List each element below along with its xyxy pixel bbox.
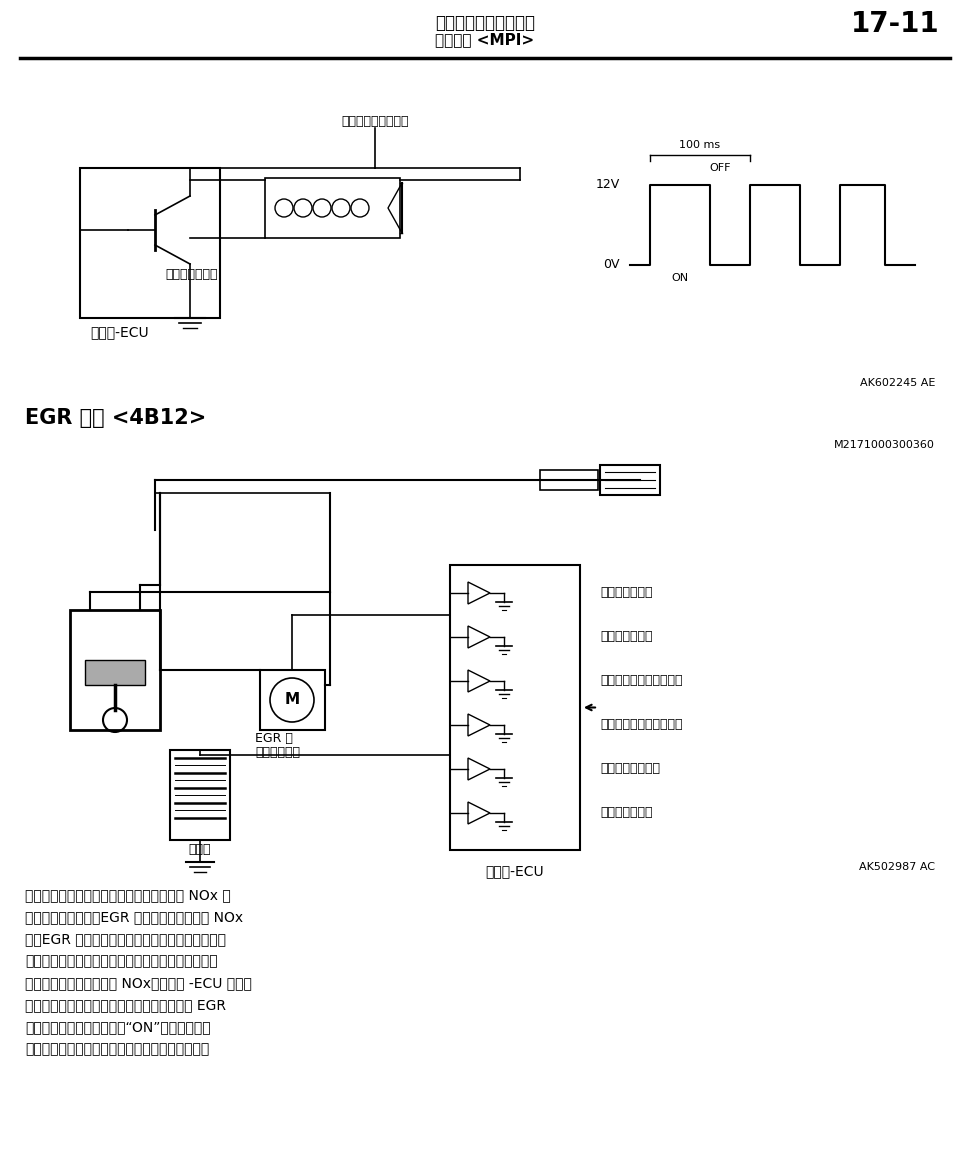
Text: 发动机和排放控制系统: 发动机和排放控制系统 — [434, 14, 535, 32]
Text: 发动机冷却液温度传感器: 发动机冷却液温度传感器 — [600, 719, 682, 732]
Text: 燃烧气体温度较高时，会对环境造成污染的 NOx 的: 燃烧气体温度较高时，会对环境造成污染的 NOx 的 — [25, 888, 231, 902]
Bar — [600, 465, 659, 495]
Text: 发动机-ECU: 发动机-ECU — [485, 864, 544, 878]
Text: EGR 阀: EGR 阀 — [255, 732, 293, 745]
Text: 产生也会迅速增加。EGR 系统用于降低生成的 NOx: 产生也会迅速增加。EGR 系统用于降低生成的 NOx — [25, 910, 243, 924]
Text: 动机工况计算排气再循环的引入量并优化控制 EGR: 动机工况计算排气再循环的引入量并优化控制 EGR — [25, 998, 226, 1011]
Text: （步进电机）: （步进电机） — [255, 746, 299, 759]
Text: 节气门位置传感器: 节气门位置传感器 — [600, 763, 659, 775]
Bar — [450, 564, 579, 850]
Text: ON: ON — [671, 273, 688, 283]
Bar — [260, 670, 325, 730]
Text: 17-11: 17-11 — [851, 10, 939, 38]
Text: 量。EGR 系统使进气歧管内部的排气进行再循环。: 量。EGR 系统使进气歧管内部的排气进行再循环。 — [25, 932, 226, 946]
Text: AK502987 AC: AK502987 AC — [859, 862, 934, 872]
Bar — [79, 168, 220, 318]
Text: OFF: OFF — [708, 162, 730, 173]
Text: 进气歧管绝对压力传感器: 进气歧管绝对压力传感器 — [600, 675, 682, 688]
Text: 它提高了燃烧气体的单位热量，减小降低燃烧温度的: 它提高了燃烧气体的单位热量，减小降低燃烧温度的 — [25, 954, 217, 968]
Text: 阀开度。此外，在点火开关“ON”信号输入后不: 阀开度。此外，在点火开关“ON”信号输入后不 — [25, 1020, 210, 1034]
Text: 空气流量传感器: 空气流量传感器 — [600, 586, 652, 599]
Text: M2171000300360: M2171000300360 — [833, 440, 934, 450]
Text: 蓄电池: 蓄电池 — [189, 843, 211, 856]
Bar — [170, 750, 230, 840]
Text: EGR 系统 <4B12>: EGR 系统 <4B12> — [25, 408, 206, 429]
Text: 自发动机控制继电器: 自发动机控制继电器 — [341, 115, 408, 128]
Text: 久，它驱动完全关闭的步进电机，并执行初始化。: 久，它驱动完全关闭的步进电机，并执行初始化。 — [25, 1043, 209, 1056]
Text: 排放控制 <MPI>: 排放控制 <MPI> — [435, 32, 534, 47]
Text: 曲轴角度传感器: 曲轴角度传感器 — [600, 806, 652, 819]
Bar — [85, 660, 144, 685]
Text: 净化控制电磁阀: 净化控制电磁阀 — [165, 268, 217, 281]
Bar — [540, 470, 597, 490]
Text: 0V: 0V — [603, 258, 619, 272]
Text: 进气温度传感器: 进气温度传感器 — [600, 630, 652, 644]
Bar — [265, 179, 399, 238]
Text: 100 ms: 100 ms — [678, 141, 720, 150]
Text: 12V: 12V — [595, 179, 619, 191]
Text: 发动机-ECU: 发动机-ECU — [90, 325, 148, 339]
Text: AK602245 AE: AK602245 AE — [859, 378, 934, 388]
Text: M: M — [284, 692, 299, 707]
Bar — [70, 611, 160, 730]
Text: 燃烧速度并减少了产生的 NOx。发动机 -ECU 根据发: 燃烧速度并减少了产生的 NOx。发动机 -ECU 根据发 — [25, 976, 252, 990]
